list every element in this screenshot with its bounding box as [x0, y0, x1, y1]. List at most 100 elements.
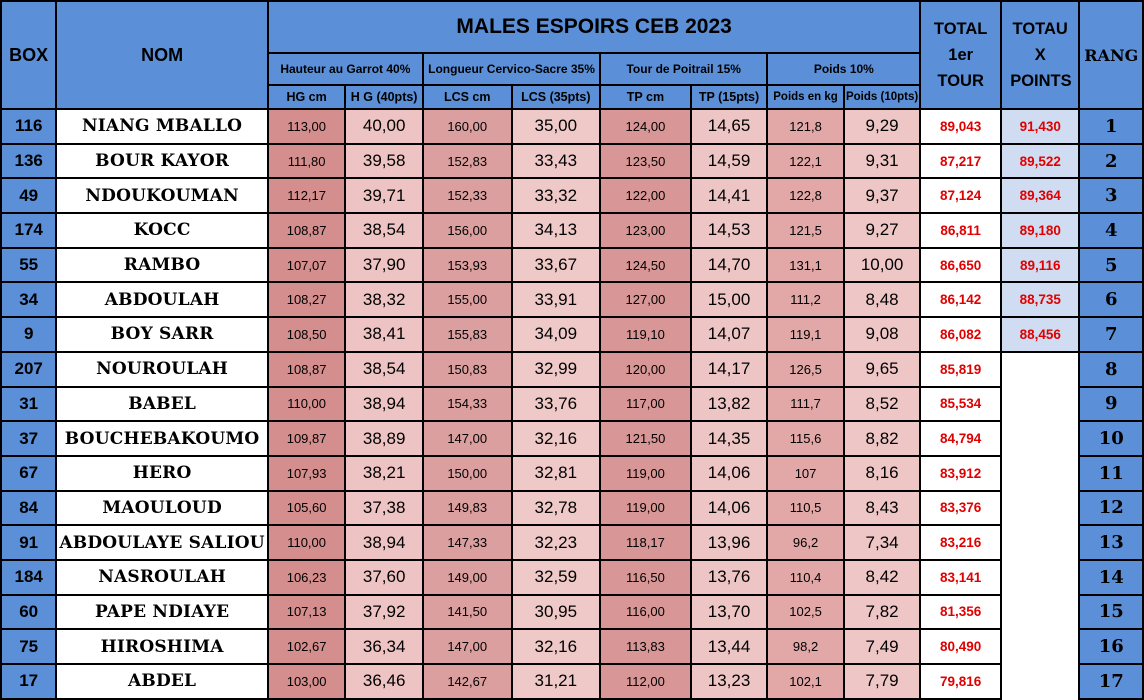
cell-nom: ABDOULAH — [55, 281, 269, 319]
group-header-hauteur: Hauteur au Garrot 40% — [266, 52, 424, 86]
cell-box: 60 — [0, 593, 58, 631]
cell-poids-kg: 110,4 — [766, 558, 845, 596]
cell-totx — [999, 559, 1081, 595]
table-row: 84 MAOULOUD 105,60 37,38 149,83 32,78 119,00 14… — [0, 489, 1144, 527]
cell-hg-cm: 108,27 — [266, 281, 347, 319]
cell-poids-kg: 102,5 — [766, 593, 845, 631]
cell-tp-pts: 14,41 — [689, 177, 769, 215]
cell-total: 86,811 — [919, 212, 1002, 249]
cell-nom: NASROULAH — [55, 558, 269, 596]
cell-nom: ABDEL — [55, 663, 269, 700]
table-row: 136 BOUR KAYOR 111,80 39,58 152,83 33,43 123,5… — [0, 142, 1144, 180]
page-title: MALES ESPOIRS CEB 2023 — [266, 0, 922, 54]
cell-hg-cm: 102,67 — [266, 628, 347, 665]
cell-poids-pts: 8,43 — [842, 489, 922, 527]
cell-lcs-pts: 33,32 — [510, 177, 602, 215]
cell-lcs-pts: 33,76 — [510, 385, 602, 423]
cell-nom: RAMBO — [55, 246, 269, 284]
cell-poids-pts: 10,00 — [842, 246, 922, 284]
cell-box: 49 — [0, 177, 58, 215]
cell-lcs-cm: 156,00 — [421, 212, 513, 249]
cell-totx: 89,180 — [999, 212, 1081, 249]
cell-lcs-pts: 35,00 — [510, 108, 602, 145]
sub-header-tp-pts: TP (15pts) — [689, 84, 769, 110]
cell-total: 89,043 — [919, 108, 1002, 145]
cell-tp-cm: 121,50 — [599, 420, 692, 457]
cell-lcs-cm: 142,67 — [421, 663, 513, 700]
cell-lcs-pts: 33,91 — [510, 281, 602, 319]
cell-lcs-cm: 147,33 — [421, 524, 513, 561]
cell-lcs-cm: 141,50 — [421, 593, 513, 631]
cell-totx — [999, 455, 1081, 491]
cell-tp-cm: 119,00 — [599, 454, 692, 492]
cell-hg-cm: 108,87 — [266, 212, 347, 249]
cell-poids-pts: 9,37 — [842, 177, 922, 215]
cell-hg-cm: 112,17 — [266, 177, 347, 215]
cell-rang: 10 — [1078, 420, 1144, 457]
cell-lcs-pts: 34,13 — [510, 212, 602, 249]
cell-lcs-cm: 150,83 — [421, 350, 513, 388]
cell-poids-pts: 7,49 — [842, 628, 922, 665]
cell-lcs-pts: 32,59 — [510, 558, 602, 596]
cell-rang: 16 — [1078, 628, 1144, 665]
cell-lcs-pts: 32,78 — [510, 489, 602, 527]
cell-rang: 5 — [1078, 246, 1144, 284]
table-row: 60 PAPE NDIAYE 107,13 37,92 141,50 30,95 116,0… — [0, 593, 1144, 631]
cell-nom: NDOUKOUMAN — [55, 177, 269, 215]
cell-lcs-pts: 32,81 — [510, 454, 602, 492]
cell-poids-pts: 7,79 — [842, 663, 922, 700]
cell-rang: 2 — [1078, 142, 1144, 180]
cell-poids-kg: 119,1 — [766, 316, 845, 353]
cell-poids-kg: 115,6 — [766, 420, 845, 457]
cell-box: 67 — [0, 454, 58, 492]
cell-rang: 12 — [1078, 489, 1144, 527]
cell-totx — [999, 351, 1081, 387]
cell-rang: 3 — [1078, 177, 1144, 215]
cell-tp-cm: 112,00 — [599, 663, 692, 700]
cell-poids-kg: 110,5 — [766, 489, 845, 527]
cell-total: 83,912 — [919, 454, 1002, 492]
header-box: BOX — [0, 0, 58, 110]
cell-poids-pts: 8,48 — [842, 281, 922, 319]
cell-hg-cm: 110,00 — [266, 524, 347, 561]
cell-hg-cm: 113,00 — [266, 108, 347, 145]
header-totx: TOTAU X POINTS — [999, 0, 1081, 110]
table-row: 34 ABDOULAH 108,27 38,32 155,00 33,91 127,00 15… — [0, 281, 1144, 319]
cell-totx: 89,522 — [999, 142, 1081, 180]
cell-poids-kg: 126,5 — [766, 350, 845, 388]
sub-header-tp-cm: TP cm — [599, 84, 692, 110]
header-rang: RANG — [1078, 0, 1144, 110]
cell-poids-pts: 8,52 — [842, 385, 922, 423]
cell-tp-pts: 13,44 — [689, 628, 769, 665]
cell-rang: 17 — [1078, 663, 1144, 700]
cell-totx — [999, 490, 1081, 526]
cell-totx: 89,116 — [999, 246, 1081, 284]
cell-totx — [999, 629, 1081, 664]
cell-tp-pts: 14,35 — [689, 420, 769, 457]
cell-nom: BOUCHEBAKOUMO — [55, 420, 269, 457]
cell-lcs-pts: 32,16 — [510, 420, 602, 457]
cell-rang: 6 — [1078, 281, 1144, 319]
cell-totx — [999, 386, 1081, 422]
cell-rang: 13 — [1078, 524, 1144, 561]
cell-nom: BOY SARR — [55, 316, 269, 353]
cell-total: 79,816 — [919, 663, 1002, 700]
cell-hg-cm: 103,00 — [266, 663, 347, 700]
cell-poids-kg: 122,1 — [766, 142, 845, 180]
cell-hg-cm: 107,07 — [266, 246, 347, 284]
cell-hg-pts: 36,34 — [344, 628, 424, 665]
cell-tp-pts: 13,96 — [689, 524, 769, 561]
cell-box: 17 — [0, 663, 58, 700]
cell-lcs-cm: 149,00 — [421, 558, 513, 596]
cell-tp-pts: 14,65 — [689, 108, 769, 145]
cell-totx — [999, 594, 1081, 630]
cell-hg-pts: 37,38 — [344, 489, 424, 527]
cell-poids-pts: 7,82 — [842, 593, 922, 631]
cell-totx: 89,364 — [999, 177, 1081, 215]
cell-rang: 9 — [1078, 385, 1144, 423]
cell-box: 31 — [0, 385, 58, 423]
cell-hg-cm: 110,00 — [266, 385, 347, 423]
cell-tp-pts: 14,07 — [689, 316, 769, 353]
table-row: 49 NDOUKOUMAN 112,17 39,71 152,33 33,32 122,00… — [0, 177, 1144, 215]
cell-poids-pts: 8,16 — [842, 454, 922, 492]
